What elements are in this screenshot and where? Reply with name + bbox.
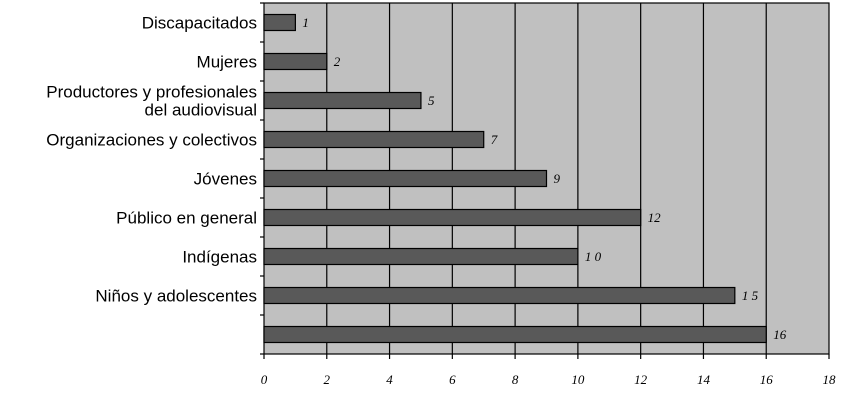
x-tick-label-0: 0: [261, 372, 268, 387]
category-label-0: Discapacitados: [142, 14, 257, 33]
category-label-1: Mujeres: [197, 53, 257, 72]
bar-2: [263, 91, 422, 110]
bar-4: [263, 169, 548, 188]
x-axis: 0 2 4 6 8 10 12 14 16 18: [260, 2, 837, 387]
bar-7: [263, 286, 736, 305]
category-label-2-line-1: del audiovisual: [145, 101, 257, 120]
bar-8: [263, 325, 767, 344]
bar-0: [263, 13, 296, 32]
category-labels: Discapacitados Mujeres Productores y profe…: [46, 14, 257, 306]
x-tick-label-7: 14: [697, 372, 711, 387]
value-label-2: 5: [428, 93, 435, 108]
bar-1: [263, 52, 328, 71]
value-label-8: 16: [773, 327, 787, 342]
value-label-4: 9: [554, 171, 561, 186]
value-label-0: 1: [302, 15, 309, 30]
value-label-1: 2: [334, 54, 341, 69]
x-tick-label-1: 2: [324, 372, 331, 387]
category-label-6: Indígenas: [182, 248, 257, 267]
value-label-6: 1 0: [585, 249, 602, 264]
x-tick-label-6: 12: [634, 372, 648, 387]
bar-3: [263, 130, 485, 149]
category-label-4: Jóvenes: [194, 170, 257, 189]
x-tick-label-5: 10: [571, 372, 585, 387]
x-tick-label-4: 8: [512, 372, 519, 387]
category-label-3: Organizaciones y colectivos: [46, 131, 257, 150]
value-label-3: 7: [491, 132, 498, 147]
bar-5: [263, 208, 642, 227]
category-label-7: Niños y adolescentes: [95, 287, 257, 306]
bar-6: [263, 247, 579, 266]
x-tick-label-9: 18: [823, 372, 837, 387]
value-label-5: 12: [648, 210, 662, 225]
category-label-2-line-0: Productores y profesionales: [46, 83, 257, 102]
value-label-7: 1 5: [742, 288, 759, 303]
x-tick-label-8: 16: [760, 372, 774, 387]
category-label-5: Público en general: [116, 209, 257, 228]
x-tick-label-3: 6: [449, 372, 456, 387]
x-tick-label-2: 4: [386, 372, 393, 387]
